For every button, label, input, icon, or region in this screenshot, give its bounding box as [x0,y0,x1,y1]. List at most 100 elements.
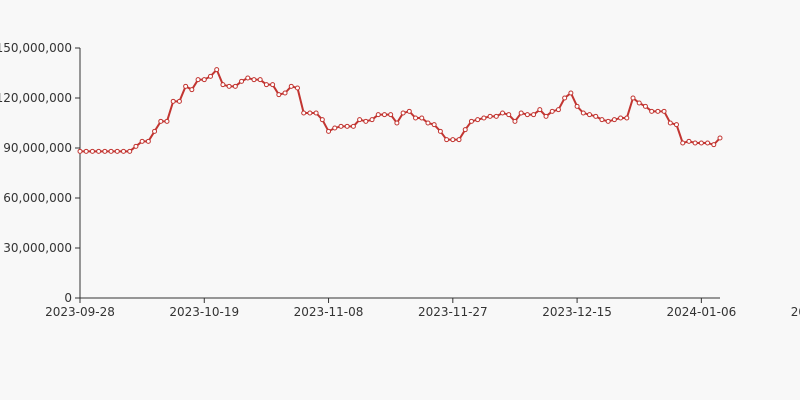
series-line [80,67,721,153]
data-point [462,127,468,133]
x-tick-label: 2023-12-15 [542,305,612,319]
data-point [232,83,238,89]
data-point [307,110,313,116]
data-point [207,73,213,79]
data-point [214,67,220,73]
y-tick-label: 0 [64,291,72,305]
data-point [655,108,661,114]
data-point [89,148,95,154]
data-point [183,83,189,89]
data-point [332,125,338,131]
data-point [549,108,555,114]
data-point [574,103,580,109]
data-point [170,98,176,104]
data-point [388,112,394,118]
data-point [431,122,437,128]
y-axis-ticks: 0 30,000,000 60,000,000 90,000,000 120,000,0… [0,41,80,305]
data-point [226,83,232,89]
data-point [239,78,245,84]
data-point [599,117,605,123]
data-point [512,118,518,124]
data-point [674,122,679,128]
data-point [642,103,648,109]
data-point [711,142,717,148]
x-tick-label: 2023-11-08 [294,305,364,319]
data-point [276,92,282,98]
data-point [667,120,673,126]
data-point [313,110,319,116]
data-point [363,118,369,124]
data-point [580,110,586,116]
data-point [518,110,524,116]
data-point [562,95,568,101]
data-point [555,107,561,113]
data-point [108,148,114,154]
data-point [201,77,207,83]
data-point [381,112,387,118]
data-point [326,128,332,134]
data-point [437,128,443,134]
data-point [133,143,139,149]
data-point [450,137,456,143]
data-point [593,113,599,119]
data-point [568,90,574,96]
data-point [611,117,617,123]
data-point [350,123,356,129]
data-point [220,82,226,88]
data-point [618,115,624,121]
data-point [717,135,723,141]
data-point [102,148,108,154]
data-point [145,138,151,144]
y-tick-label: 60,000,000 [3,191,72,205]
data-point [139,138,145,144]
data-point [493,113,499,119]
data-point [630,95,636,101]
data-point [531,112,537,118]
data-point [77,148,83,154]
data-point [176,98,182,104]
data-point [294,85,300,91]
data-point [270,82,276,88]
data-point [413,115,419,121]
data-point [357,117,363,123]
data-points [77,67,723,154]
data-point [537,107,543,113]
data-point [705,140,711,146]
data-point [500,110,506,116]
data-point [83,148,89,154]
data-point [649,108,655,114]
data-point [543,113,549,119]
data-point [96,148,102,154]
data-point [406,108,412,114]
data-point [419,115,425,121]
data-point [121,148,126,154]
y-tick-label: 30,000,000 [3,241,72,255]
data-point [487,113,493,119]
data-point [686,138,692,144]
data-point [481,115,487,121]
data-point [338,123,344,129]
x-tick-label: 2024-01-06 [666,305,736,319]
y-tick-label: 120,000,000 [0,91,72,105]
data-point [587,112,593,118]
x-tick-label: 2023-10-19 [169,305,239,319]
data-point [127,148,133,154]
data-point [680,140,686,146]
y-tick-label: 150,000,000 [0,41,72,55]
data-point [475,117,481,123]
data-point [394,120,400,126]
data-point [344,123,350,129]
data-point [624,115,630,121]
data-point [164,118,170,124]
x-tick-label: 2023-11-27 [418,305,488,319]
data-point [195,77,201,83]
data-point [158,118,164,124]
data-point [257,77,263,83]
data-point [468,118,474,124]
data-point [288,83,294,89]
data-point [692,140,698,146]
data-point [263,82,269,88]
data-point [524,112,530,118]
data-point [369,117,375,123]
